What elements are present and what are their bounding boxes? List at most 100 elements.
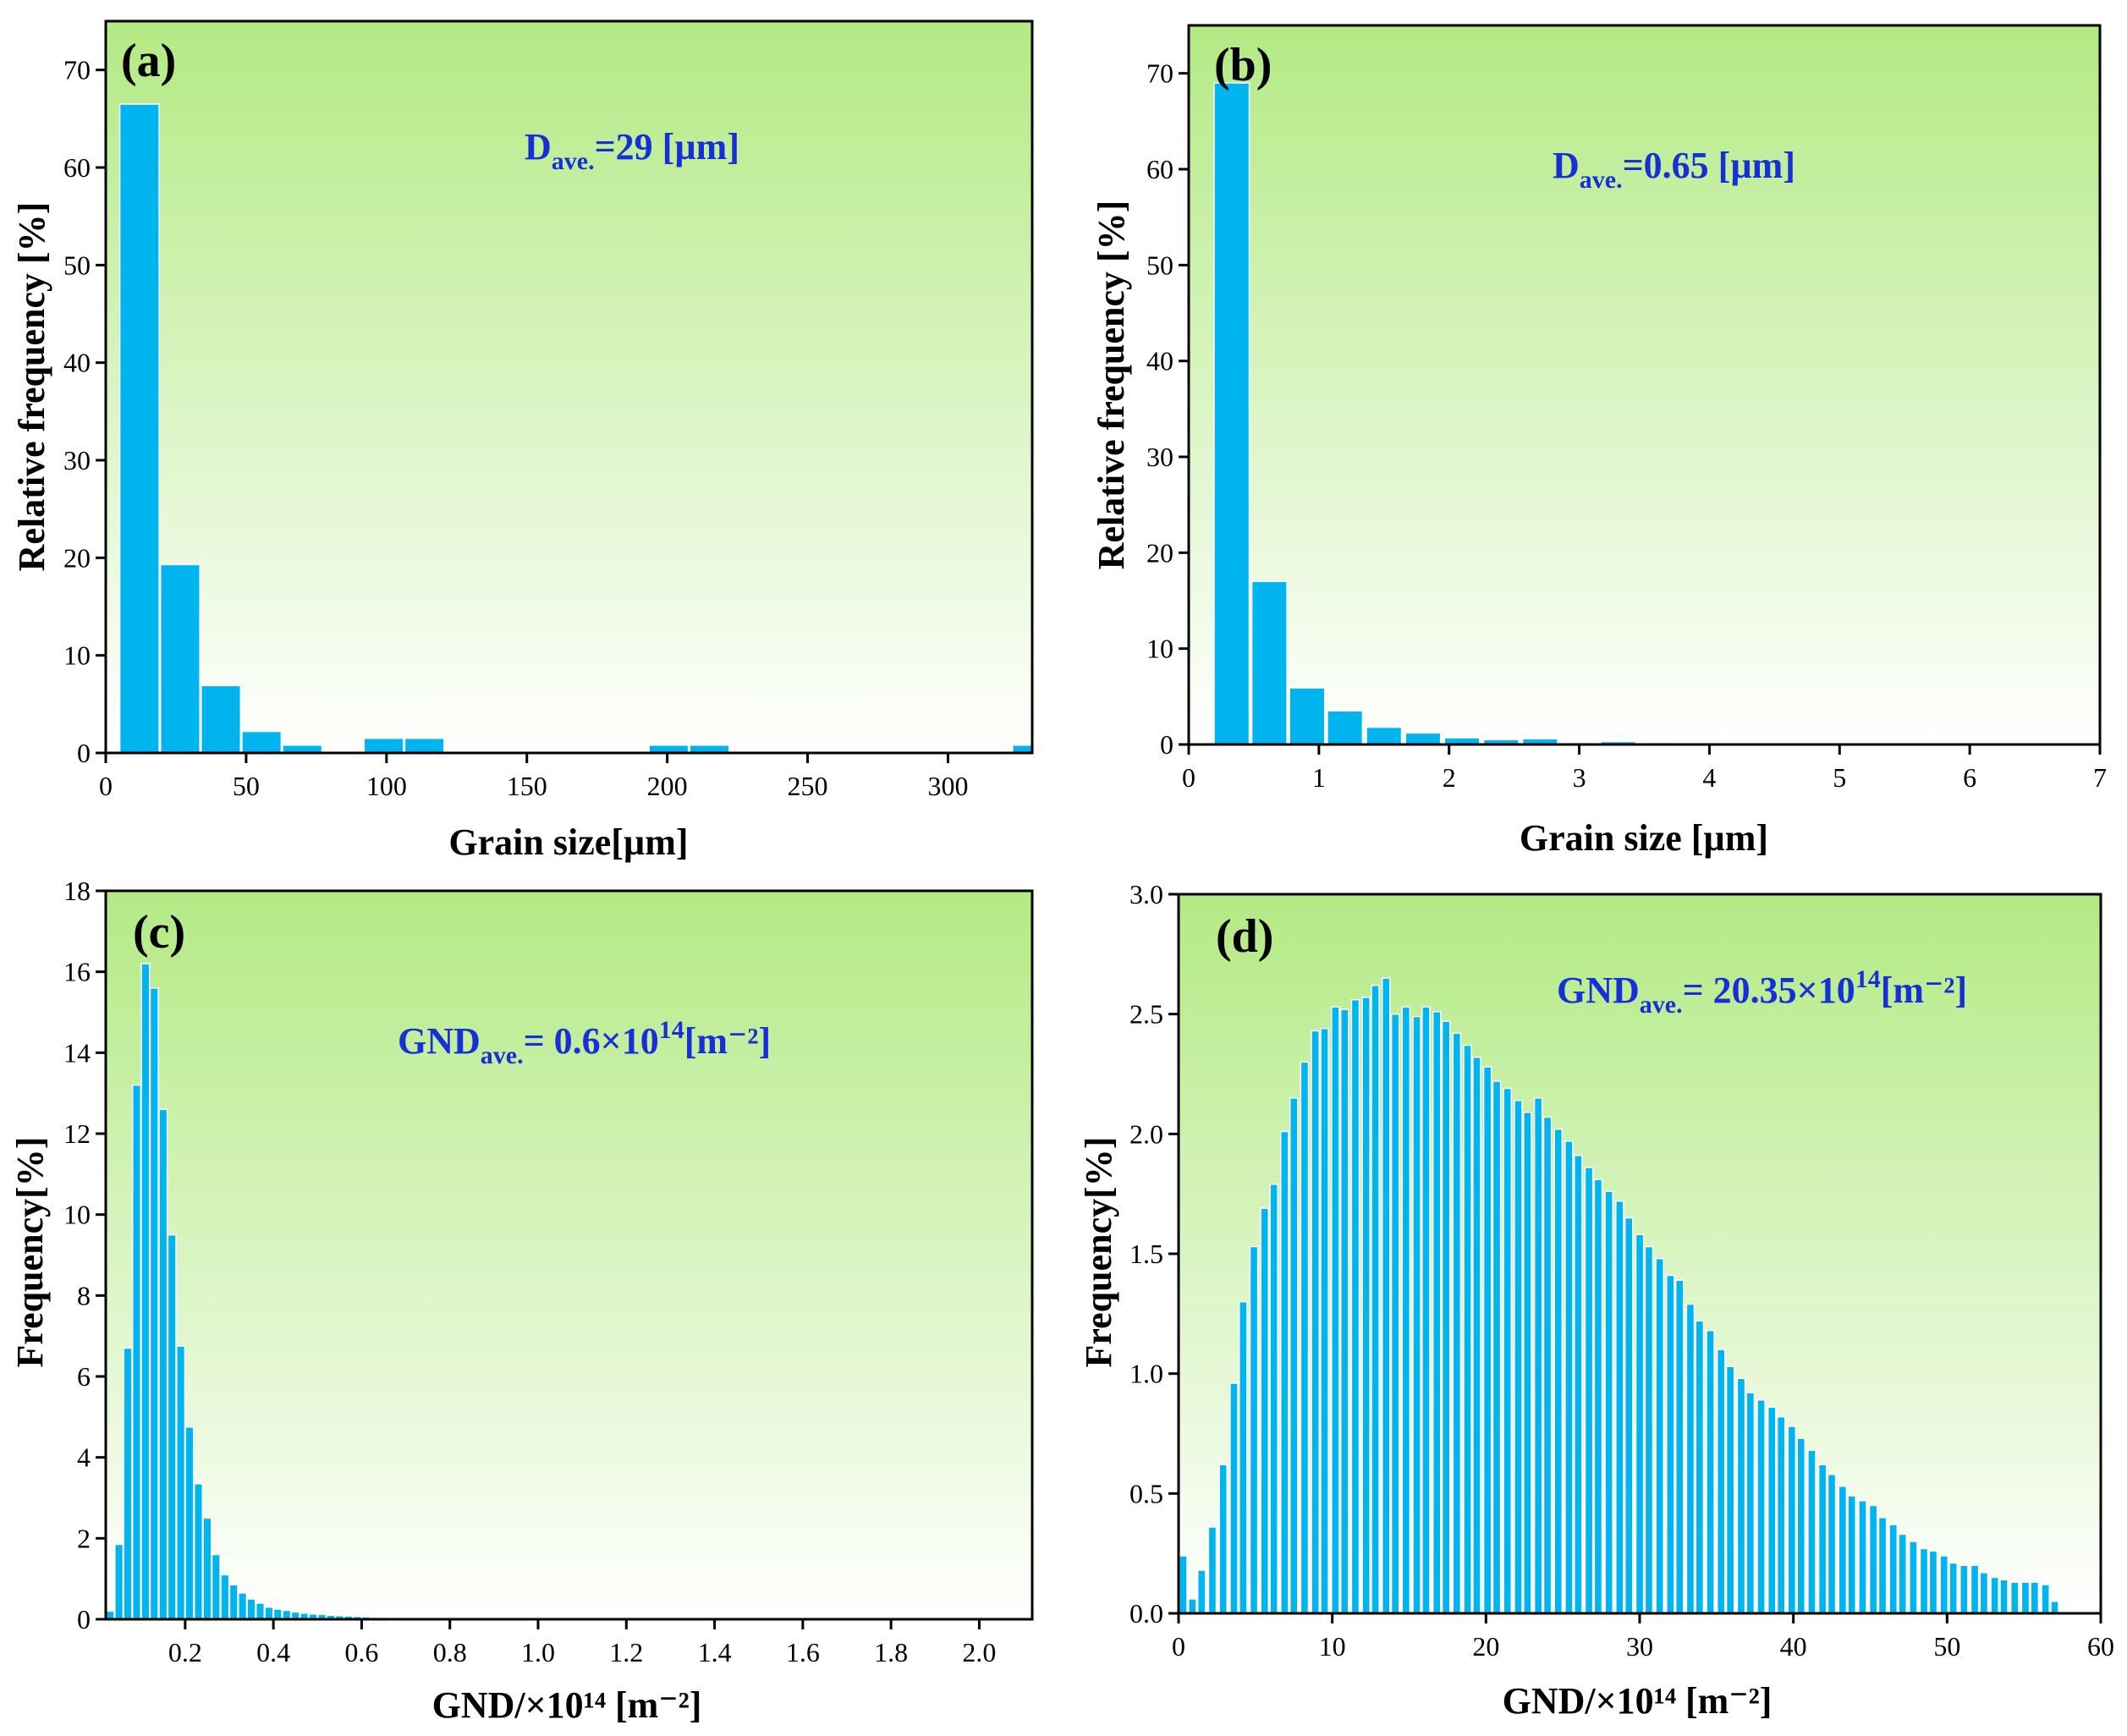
panel-a-y-tick-label-1: 10 <box>63 640 91 671</box>
panel-b-bar-3 <box>1327 710 1364 745</box>
panel-c-y-tick-label-3: 6 <box>77 1361 91 1392</box>
panel-d-bar-36 <box>1542 1116 1553 1614</box>
panel-c-y-tick-label-2: 4 <box>77 1442 91 1473</box>
panel-b-x-tick-label-1: 1 <box>1312 762 1326 793</box>
panel-c-x-tick-label-0: 0.2 <box>168 1637 202 1667</box>
panel-d-bar-55 <box>1736 1377 1746 1614</box>
panel-c-x-ticks: 0.2 0.4 0.6 0.8 1.0 1.2 1.4 1.6 1.8 2.0 <box>168 1619 996 1667</box>
panel-c-bar-17 <box>255 1602 266 1620</box>
panel-b-bar-0 <box>1213 82 1250 745</box>
panel-c-x-tick-label-2: 0.6 <box>344 1637 378 1667</box>
panel-c-y-tick-label-0: 0 <box>77 1604 91 1634</box>
panel-d-bar-32 <box>1503 1087 1513 1614</box>
panel-c-bar-15 <box>238 1592 248 1620</box>
panel-b-y-axis-title: Relative frequency [%] <box>1091 201 1132 570</box>
panel-d-bar-53 <box>1716 1349 1726 1614</box>
panel-a-x-axis-title: Grain size[µm] <box>448 821 688 863</box>
panel-d-x-tick-label-6: 60 <box>2087 1631 2114 1662</box>
panel-b-y-tick-label-2: 20 <box>1146 537 1173 568</box>
panel-d-x-tick-label-1: 10 <box>1319 1631 1346 1662</box>
panel-a-frame <box>104 19 1034 755</box>
panel-c-bar-19 <box>272 1608 283 1620</box>
panel-d-annotation-main: GND <box>1557 970 1640 1011</box>
panel-a-label: (a) <box>121 35 176 87</box>
panel-b-y-tick-label-3: 30 <box>1146 442 1173 472</box>
panel-b-y-tick-label-0: 0 <box>1160 729 1173 760</box>
panel-d-annotation-sup: 14 <box>1855 965 1881 993</box>
panel-a-annotation: Dave.=29 [µm] <box>525 126 739 175</box>
panel-d-bar-9 <box>1269 1184 1278 1614</box>
panel-d-bar-70 <box>1888 1524 1899 1614</box>
panel-d-x-axis-title: GND/×10¹⁴ [m⁻²] <box>1503 1680 1772 1722</box>
panel-d-bar-85 <box>2041 1584 2050 1614</box>
panel-c-label: (c) <box>133 906 185 959</box>
panel-a-bar-1 <box>159 563 201 754</box>
panel-d-bar-11 <box>1289 1097 1299 1614</box>
panel-d-x-tick-label-2: 20 <box>1472 1631 1499 1662</box>
panel-d-x-tick-label-3: 30 <box>1626 1631 1653 1662</box>
panel-c-y-tick-label-8: 16 <box>63 957 91 987</box>
panel-d-y-tick-label-5: 2.5 <box>1129 999 1163 1030</box>
panel-d-bar-86 <box>2050 1601 2059 1614</box>
panel-d-bar-49 <box>1674 1279 1685 1614</box>
panel-b-annotation-sub: ave. <box>1580 166 1623 194</box>
panel-b-annotation-rest: =0.65 [µm] <box>1623 145 1795 186</box>
panel-d-bar-76 <box>1948 1562 1958 1614</box>
panel-d-annotation-tail: [m⁻²] <box>1881 970 1967 1011</box>
panel-a-bars <box>118 103 1033 754</box>
panel-d-bar-20 <box>1381 977 1391 1614</box>
panel-d-bar-28 <box>1463 1044 1472 1614</box>
panel-b-plot-background <box>1189 25 2100 744</box>
panel-b-y-tick-label-7: 70 <box>1146 58 1173 89</box>
panel-d-bar-14 <box>1320 1027 1329 1614</box>
panel-d-bar-54 <box>1725 1365 1735 1614</box>
panel-d-bar-37 <box>1553 1128 1564 1614</box>
panel-d-bar-60 <box>1787 1426 1797 1614</box>
panel-c-y-tick-label-1: 2 <box>77 1523 91 1553</box>
panel-a-y-tick-label-0: 0 <box>77 738 91 768</box>
panel-b-y-tick-label-1: 10 <box>1146 634 1173 664</box>
panel-d-bar-1 <box>1188 1598 1197 1614</box>
panel-c-bar-7 <box>167 1233 177 1620</box>
panel-c-bar-2 <box>123 1347 133 1620</box>
panel-b-bars <box>1213 82 1676 745</box>
panel-d-bar-8 <box>1260 1207 1270 1614</box>
panel-d-bar-0 <box>1179 1555 1188 1614</box>
panel-b-x-tick-label-0: 0 <box>1182 762 1195 793</box>
panel-b-x-tick-label-6: 6 <box>1963 762 1976 793</box>
panel-c-bar-14 <box>228 1584 239 1620</box>
panel-c-y-ticks: 0 2 4 6 8 10 12 14 16 18 <box>63 876 106 1634</box>
panel-c-y-tick-label-9: 18 <box>63 876 91 906</box>
panel-c-bar-9 <box>184 1426 195 1620</box>
panel-d-bar-2 <box>1196 1569 1206 1614</box>
panel-d-annotation-sub: ave. <box>1640 991 1683 1019</box>
panel-a-annotation-sub: ave. <box>552 147 595 175</box>
panel-d-bar-4 <box>1218 1464 1228 1614</box>
panel-d-y-tick-label-4: 2.0 <box>1129 1118 1163 1149</box>
panel-d-bar-21 <box>1390 1013 1400 1614</box>
panel-d-bar-50 <box>1685 1303 1696 1614</box>
panel-d-bar-44 <box>1624 1217 1634 1614</box>
panel-a-y-ticks: 0 10 20 30 40 50 60 70 <box>63 55 106 768</box>
panel-a-y-tick-label-4: 40 <box>63 348 91 378</box>
panel-d-bar-19 <box>1371 984 1380 1614</box>
panel-d-bar-51 <box>1695 1320 1705 1614</box>
panel-d-bar-48 <box>1666 1274 1675 1614</box>
panel-d-bar-30 <box>1482 1066 1492 1614</box>
panel-d-y-tick-label-1: 0.5 <box>1129 1478 1163 1508</box>
panel-d-bar-24 <box>1421 1006 1431 1614</box>
panel-d-bar-27 <box>1452 1032 1462 1614</box>
panel-a-x-tick-label-0: 0 <box>99 771 113 801</box>
panel-a-bar-0 <box>118 103 160 754</box>
panel-c-x-tick-label-8: 1.8 <box>874 1637 908 1667</box>
panel-d-bar-74 <box>1928 1550 1938 1614</box>
panel-d-y-tick-label-0: 0.0 <box>1129 1598 1163 1629</box>
panel-b-x-axis-title: Grain size [µm] <box>1520 817 1768 859</box>
panel-d-bar-68 <box>1868 1504 1878 1614</box>
panel-d-bar-13 <box>1311 1030 1320 1614</box>
panel-a-y-tick-label-3: 30 <box>63 445 91 475</box>
panel-d-bar-23 <box>1412 1015 1421 1614</box>
panel-d-bar-81 <box>1999 1579 2009 1614</box>
panel-c-y-tick-label-4: 8 <box>77 1280 91 1310</box>
panel-b-x-ticks: 0 1 2 3 4 5 6 7 <box>1182 744 2107 793</box>
